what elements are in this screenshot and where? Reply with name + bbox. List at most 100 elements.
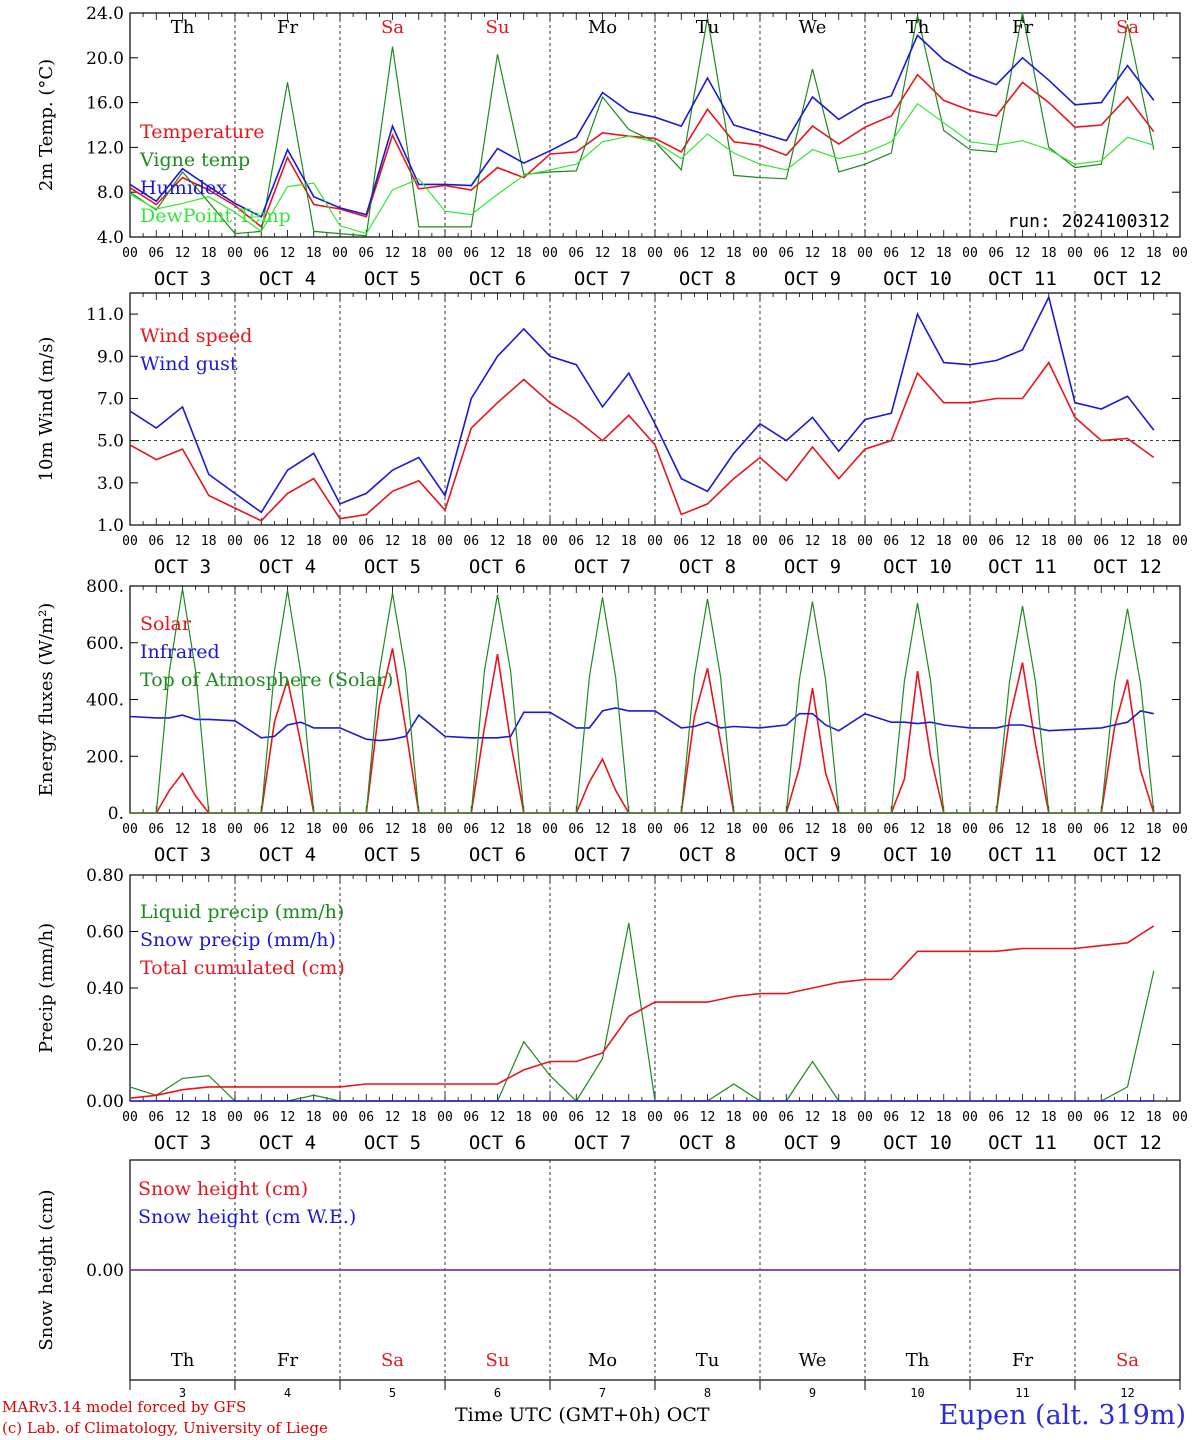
hour-label: 12 [700, 1110, 716, 1125]
date-label: OCT 7 [574, 556, 631, 578]
hour-label: 18 [201, 246, 217, 261]
date-label: OCT 11 [988, 556, 1057, 578]
series-line [130, 588, 1155, 814]
hour-label: 00 [1067, 246, 1083, 261]
hour-label: 18 [1041, 534, 1057, 549]
date-label: OCT 7 [574, 1132, 631, 1154]
hour-label: 00 [647, 246, 663, 261]
date-label: OCT 11 [988, 268, 1057, 290]
date-label: OCT 6 [469, 1132, 526, 1154]
hour-label: 12 [1120, 822, 1136, 837]
hour-label: 06 [778, 246, 794, 261]
hour-label: 00 [332, 534, 348, 549]
hour-label: 00 [1172, 534, 1188, 549]
day-label: Su [486, 17, 510, 38]
legend-entry: Snow height (cm W.E.) [138, 1206, 356, 1228]
hour-label: 06 [463, 822, 479, 837]
date-label: 3 [179, 1386, 186, 1400]
hour-label: 18 [411, 822, 427, 837]
hour-label: 12 [1120, 1110, 1136, 1125]
date-label: OCT 10 [883, 268, 952, 290]
hour-label: 12 [280, 1110, 296, 1125]
hour-label: 06 [358, 822, 374, 837]
station-name: Eupen (alt. 319m) [938, 1400, 1186, 1431]
hour-label: 12 [280, 822, 296, 837]
hour-label: 00 [857, 1110, 873, 1125]
hour-label: 18 [1041, 822, 1057, 837]
y-tick-label: 4.0 [97, 228, 124, 248]
hour-label: 12 [175, 246, 191, 261]
hour-label: 18 [621, 1110, 637, 1125]
hour-label: 06 [568, 822, 584, 837]
legend-entry: Total cumulated (cm) [140, 957, 345, 979]
hour-label: 06 [778, 1110, 794, 1125]
y-tick-label: 1.0 [97, 516, 124, 536]
hour-label: 12 [175, 822, 191, 837]
hour-label: 06 [568, 534, 584, 549]
hour-label: 18 [516, 246, 532, 261]
date-label: OCT 5 [364, 1132, 421, 1154]
hour-label: 00 [542, 246, 558, 261]
legend-entry: Wind speed [140, 325, 252, 347]
hour-label: 18 [831, 822, 847, 837]
hour-label: 00 [437, 822, 453, 837]
y-axis-title: Snow height (cm) [36, 1189, 57, 1350]
hour-label: 12 [700, 534, 716, 549]
panel-3 [129, 585, 1181, 814]
hour-label: 12 [490, 534, 506, 549]
hour-label: 06 [778, 822, 794, 837]
day-label: Mo [588, 1350, 617, 1371]
hour-label: 06 [673, 822, 689, 837]
hour-label: 06 [568, 1110, 584, 1125]
day-label: Sa [1116, 1350, 1139, 1371]
hour-label: 00 [1067, 1110, 1083, 1125]
hour-label: 06 [988, 822, 1004, 837]
hour-label: 18 [306, 246, 322, 261]
date-label: OCT 5 [364, 556, 421, 578]
hour-label: 00 [647, 1110, 663, 1125]
hour-label: 18 [936, 1110, 952, 1125]
date-label: 8 [704, 1386, 711, 1400]
hour-label: 00 [332, 246, 348, 261]
hour-label: 00 [227, 534, 243, 549]
hour-label: 18 [411, 1110, 427, 1125]
day-label: Th [906, 17, 930, 38]
hour-label: 00 [752, 534, 768, 549]
y-tick-label: 0. [108, 804, 124, 824]
hour-label: 06 [778, 534, 794, 549]
y-tick-label: 400. [86, 691, 124, 711]
series-line [129, 102, 1154, 235]
lab-credit: (c) Lab. of Climatology, University of L… [2, 1419, 328, 1437]
hour-label: 06 [148, 822, 164, 837]
day-label: Mo [588, 17, 617, 38]
hour-label: 06 [988, 534, 1004, 549]
hour-label: 06 [1093, 822, 1109, 837]
hour-label: 06 [358, 246, 374, 261]
date-label: 12 [1120, 1386, 1134, 1400]
y-tick-label: 600. [86, 634, 124, 654]
hour-label: 00 [857, 246, 873, 261]
hour-label: 12 [280, 246, 296, 261]
y-axis-title: 2m Temp. (°C) [36, 59, 57, 191]
date-label: OCT 9 [784, 268, 841, 290]
hour-label: 18 [936, 534, 952, 549]
hour-label: 06 [1093, 246, 1109, 261]
hour-label: 06 [253, 246, 269, 261]
y-tick-label: 12.0 [86, 138, 124, 158]
hour-label: 12 [1015, 822, 1031, 837]
date-label: OCT 3 [154, 844, 211, 866]
date-label: OCT 4 [259, 268, 316, 290]
series-line [129, 12, 1155, 237]
hour-label: 18 [1146, 534, 1162, 549]
hour-label: 00 [857, 822, 873, 837]
hour-label: 06 [568, 246, 584, 261]
date-label: OCT 9 [784, 844, 841, 866]
hour-label: 18 [201, 822, 217, 837]
date-label: 4 [284, 1386, 291, 1400]
day-label: We [799, 1350, 827, 1371]
hour-label: 12 [1015, 1110, 1031, 1125]
y-tick-label: 20.0 [86, 49, 124, 69]
date-label: OCT 10 [883, 1132, 952, 1154]
day-label: Tu [696, 1350, 720, 1371]
hour-label: 18 [1146, 246, 1162, 261]
